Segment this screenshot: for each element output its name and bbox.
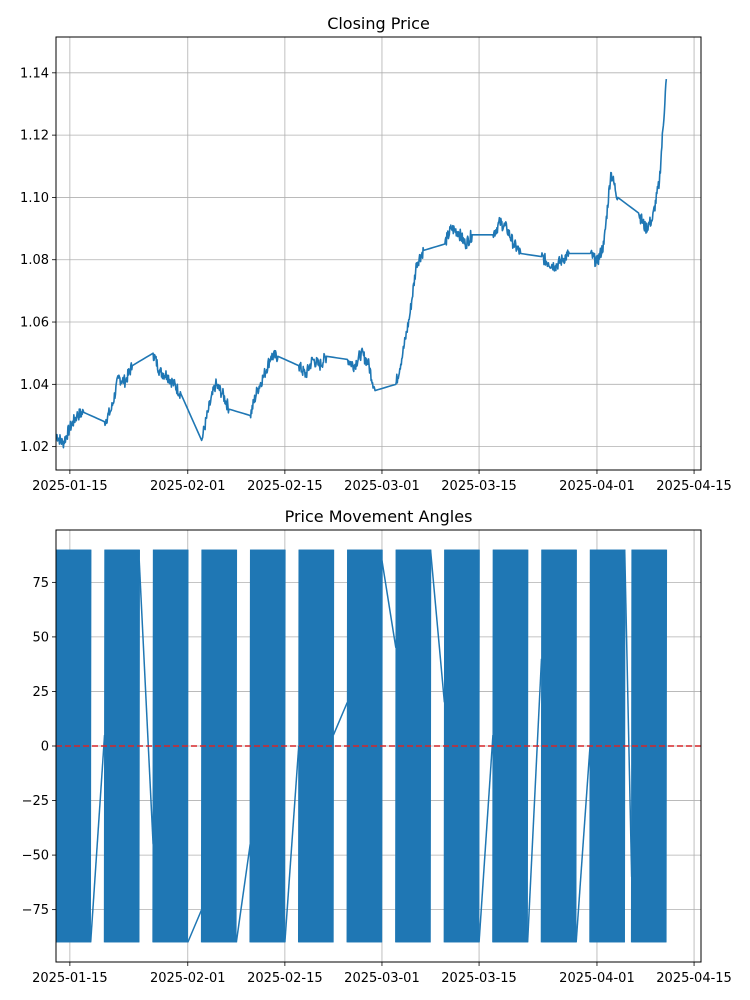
axes-frame: [55, 529, 702, 963]
angle-gap-line: [478, 735, 494, 943]
closing-price-panel: Closing Price 2025-01-15 2025-02-01 2025-02…: [20, 14, 732, 494]
y-tick-label: 1.10: [20, 191, 49, 206]
x-tick-label: 2025-04-15: [656, 479, 732, 494]
x-tick-label: 2025-01-15: [32, 479, 108, 494]
y-tick-label: 25: [32, 685, 49, 700]
angle-gap-line: [381, 560, 397, 648]
y-tick-label: 1.04: [20, 378, 49, 393]
y-tick-label: 0: [41, 740, 49, 755]
x-tick-label: 2025-04-15: [656, 971, 732, 986]
x-tick-label: 2025-03-15: [441, 971, 517, 986]
plot-area: [56, 549, 701, 943]
x-tick-label: 2025-02-15: [247, 971, 323, 986]
plot-area: [56, 78, 668, 449]
y-tick-label: 1.12: [20, 129, 49, 144]
x-tick-label: 2025-04-01: [559, 479, 635, 494]
y-tick-label: 1.02: [20, 440, 49, 455]
angle-gap-line: [284, 745, 300, 943]
y-tick-label: −50: [22, 849, 49, 864]
angle-gap-line: [89, 735, 106, 943]
angle-gap-line: [429, 549, 446, 703]
angle-gap-line: [235, 844, 251, 943]
x-tick-label: 2025-03-01: [344, 479, 420, 494]
angle-gap-line: [187, 909, 203, 943]
angle-gap-line: [332, 702, 348, 736]
y-tick-label: −25: [22, 794, 49, 809]
y-tick-label: 1.08: [20, 253, 49, 268]
axes-frame: [55, 36, 702, 471]
x-tick-label: 2025-03-01: [344, 971, 420, 986]
x-tick-label: 2025-01-15: [32, 971, 108, 986]
chart-title: Price Movement Angles: [285, 507, 473, 526]
y-tick-label: 1.14: [20, 66, 49, 81]
angle-gap-line: [526, 658, 543, 943]
x-tick-label: 2025-02-01: [150, 971, 226, 986]
y-tick-label: 1.06: [20, 316, 49, 331]
angle-gap-line: [623, 549, 633, 877]
price-movement-angles-panel: Price Movement Angles 2025-01-15 2025-02-0…: [22, 507, 732, 986]
x-tick-label: 2025-02-01: [150, 479, 226, 494]
y-tick-label: 75: [32, 576, 49, 591]
y-tick-label: −75: [22, 903, 49, 918]
x-tick-label: 2025-02-15: [247, 479, 323, 494]
y-tick-label: 50: [32, 630, 49, 645]
x-tick-label: 2025-04-01: [559, 971, 635, 986]
angle-gap-line: [575, 745, 591, 943]
closing-price-line: [56, 78, 668, 449]
angle-gap-line: [138, 560, 154, 845]
x-tick-label: 2025-03-15: [441, 479, 517, 494]
chart-title: Closing Price: [327, 14, 430, 33]
